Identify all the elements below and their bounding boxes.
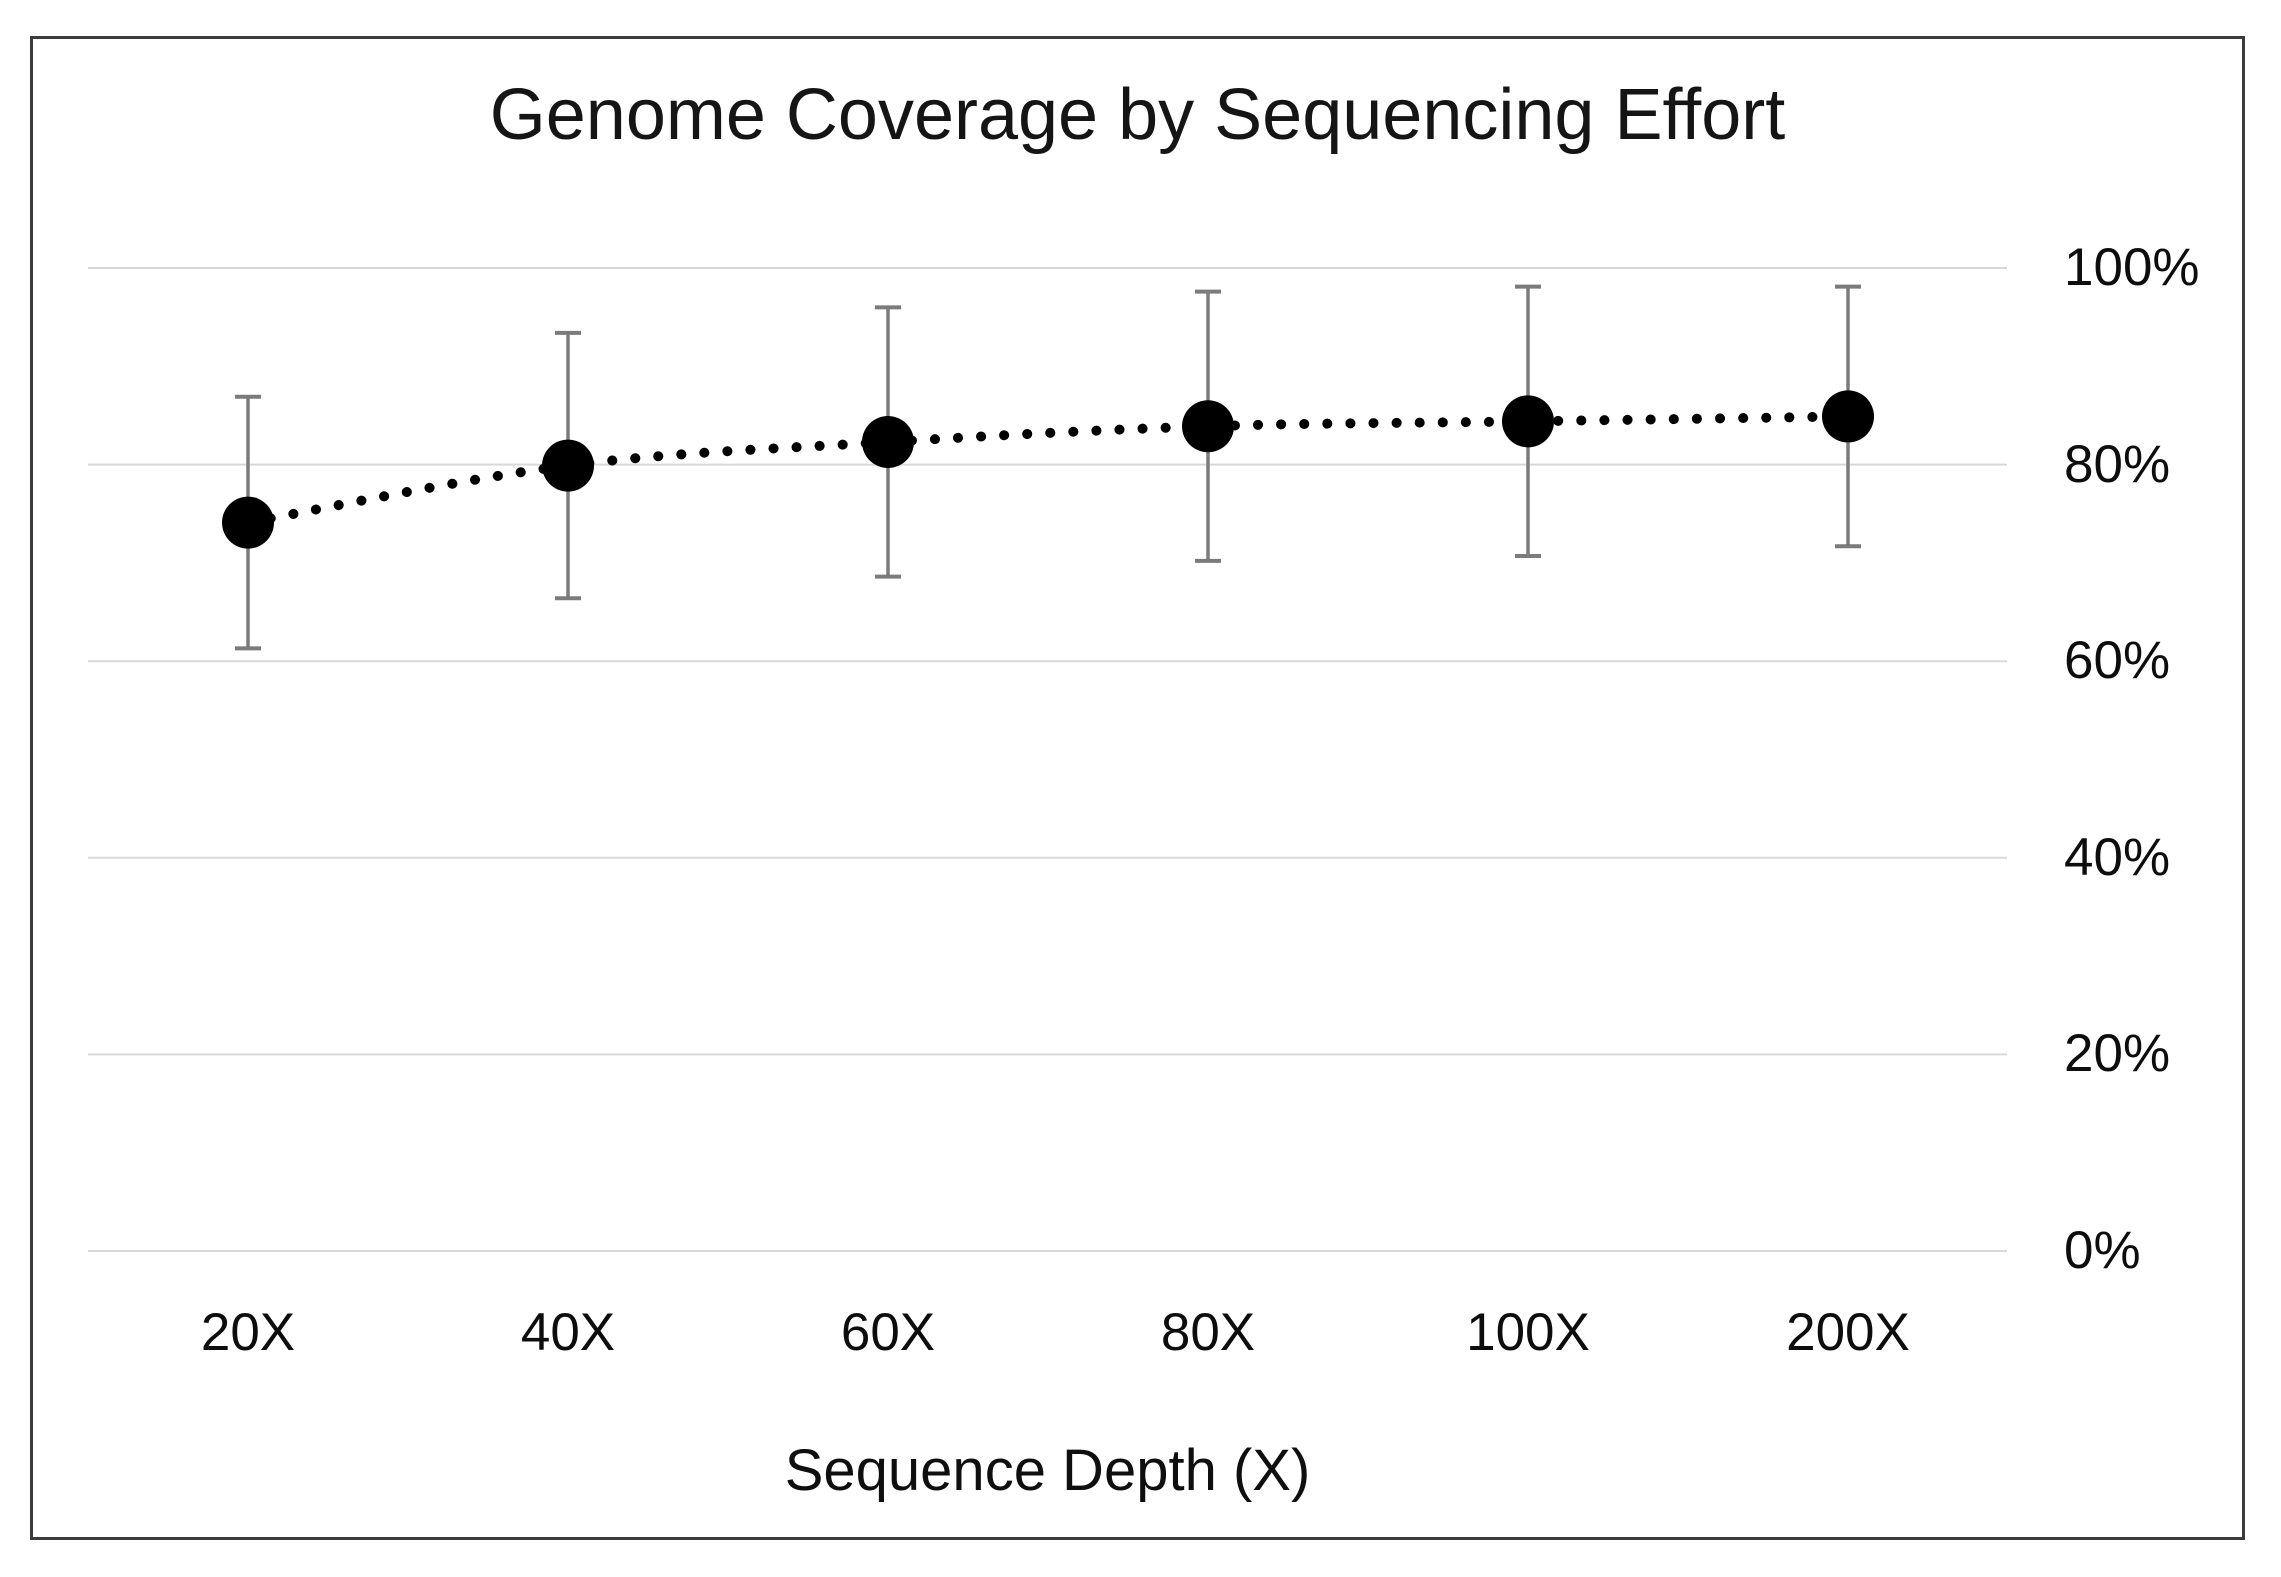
y-axis-tick-label-20%: 20% [2064, 1024, 2171, 1084]
x-axis-tick-label-200X: 200X [1786, 1303, 1910, 1362]
x-axis-tick-label-20X: 20X [200, 1303, 296, 1362]
x-axis-tick-label-60X: 60X [840, 1303, 936, 1362]
chart-border [30, 36, 2245, 1540]
y-axis-tick-label-40%: 40% [2064, 827, 2171, 887]
data-point-100X [1502, 395, 1554, 448]
x-axis-tick-label-100X: 100X [1466, 1303, 1590, 1362]
data-point-40X [542, 439, 594, 492]
x-axis-title: Sequence Depth (X) [784, 1438, 1311, 1503]
x-axis-tick-label-80X: 80X [1160, 1303, 1256, 1362]
y-axis-tick-label-80%: 80% [2064, 434, 2171, 494]
series-line [243, 411, 1853, 528]
y-axis-tick-label-0%: 0% [2064, 1221, 2141, 1280]
y-axis-tick-label-60%: 60% [2064, 631, 2171, 691]
y-axis-tick-label-100%: 100% [2064, 238, 2200, 297]
x-axis-tick-label-40X: 40X [520, 1303, 616, 1362]
data-point-20X [222, 496, 274, 549]
data-point-60X [862, 415, 914, 468]
data-point-200X [1822, 390, 1874, 443]
chart-title: Genome Coverage by Sequencing Effort [489, 75, 1786, 155]
data-point-80X [1182, 400, 1234, 453]
